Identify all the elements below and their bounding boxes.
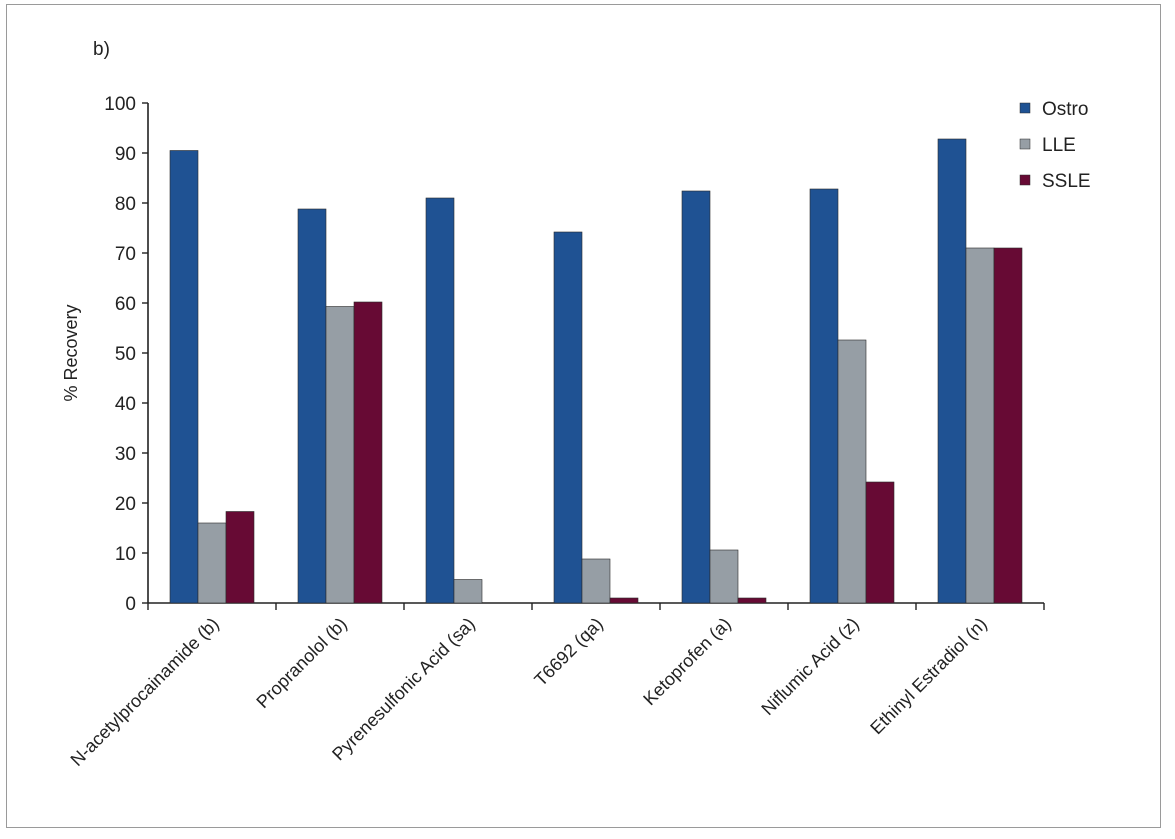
bar-ostro-4 (681, 190, 711, 604)
bar-ostro-1 (297, 208, 327, 604)
category-label: N-acetylprocainamide (b) (67, 614, 223, 770)
category-labels: N-acetylprocainamide (b) Propranolol (b)P… (67, 614, 991, 770)
y-tick-label: 20 (115, 494, 136, 515)
legend-swatch-ostro (1019, 102, 1031, 114)
bar-ssle-6 (993, 247, 1023, 604)
bar-lle-5 (837, 339, 867, 604)
y-tick-label: 60 (115, 294, 136, 315)
legend-swatch-ssle (1019, 174, 1031, 186)
y-tick-label: 30 (115, 444, 136, 465)
bar-ostro-3 (553, 231, 583, 604)
bar-lle-6 (965, 247, 995, 604)
y-tick-label: 70 (115, 244, 136, 265)
bar-lle-3 (581, 558, 611, 604)
y-tick-label: 50 (115, 344, 136, 365)
y-tick-label: 80 (115, 194, 136, 215)
y-tick-label: 90 (115, 144, 136, 165)
bar-ssle-5 (865, 481, 895, 604)
legend-label-ostro: Ostro (1042, 99, 1088, 120)
bar-ostro-0 (169, 150, 199, 604)
legend-label-lle: LLE (1042, 135, 1076, 156)
bar-ostro-6 (937, 138, 967, 604)
bar-ssle-4 (737, 597, 767, 604)
y-axis-ticks: 0 10 20 30 40 50 60 70 80 90 100 (104, 94, 148, 615)
y-tick-label: 0 (125, 594, 136, 615)
legend-label-ssle: SSLE (1042, 171, 1091, 192)
bar-ostro-5 (809, 188, 839, 604)
bar-ssle-0 (225, 511, 255, 604)
category-label: T6692 (qa) (530, 614, 606, 690)
bar-lle-1 (325, 306, 355, 604)
category-label: Ethinyl Estradiol (n) (866, 614, 990, 738)
y-axis-title: % Recovery (61, 304, 81, 401)
y-tick-label: 100 (104, 94, 136, 115)
category-label: Ketoprofen (a) (639, 614, 735, 710)
bar-series (169, 138, 1023, 604)
bar-lle-4 (709, 549, 739, 604)
bar-lle-2 (453, 579, 483, 604)
category-label: Pyrenesulfonic Acid (sa) (328, 614, 479, 765)
y-tick-label: 40 (115, 394, 136, 415)
category-label: Niflumic Acid (z) (757, 614, 862, 719)
legend-swatch-lle (1019, 138, 1031, 150)
bar-ssle-1 (353, 301, 383, 604)
panel-label: b) (93, 39, 110, 60)
x-axis-ticks (147, 603, 1045, 610)
bar-ssle-3 (609, 597, 639, 604)
legend: Ostro LLE SSLE (1019, 99, 1091, 192)
category-label: Propranolol (b) (252, 614, 350, 712)
bar-lle-0 (197, 522, 227, 604)
y-tick-label: 10 (115, 544, 136, 565)
bar-ostro-2 (425, 197, 455, 604)
